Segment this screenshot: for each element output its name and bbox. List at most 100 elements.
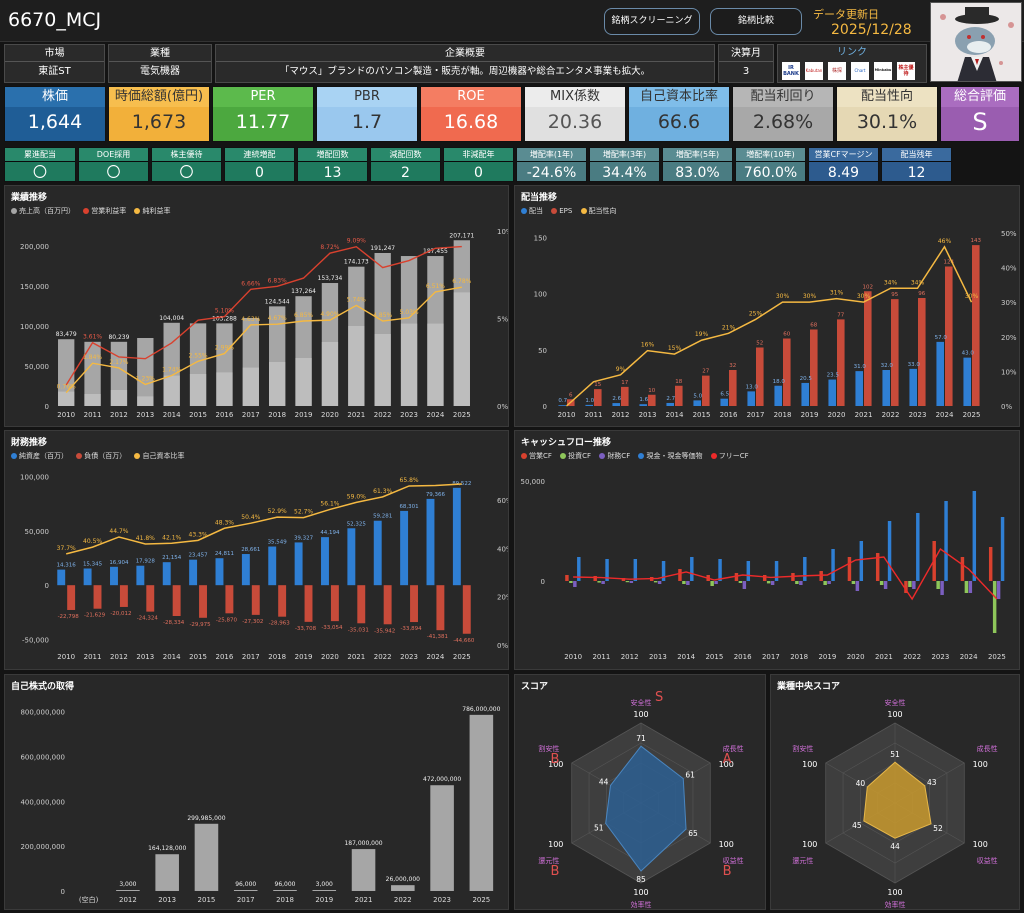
payout-data-label: 16% [641, 342, 655, 349]
link-kabutan-jp[interactable]: 株探 [828, 62, 846, 80]
operating-cf-bar [988, 547, 993, 581]
x-tick-label: 2025 [453, 653, 471, 661]
operating-cf-bar [875, 553, 880, 581]
metric-value: 2.68% [752, 111, 814, 133]
dividend-data-label: 2.7 [666, 396, 675, 402]
link-minkabu[interactable]: Minkabu [874, 62, 892, 80]
radar-value-label: 40 [856, 779, 866, 788]
net-margin-label: 5.03% [400, 309, 419, 316]
y-tick-label: 800,000,000 [20, 709, 65, 717]
x-tick-label: 2021 [355, 896, 373, 904]
link-yutai[interactable]: 株主優待 [897, 62, 915, 80]
profit-bar [348, 326, 365, 406]
eps-bar [972, 245, 980, 406]
operating-cf-bar [960, 557, 965, 581]
x-tick-label: 2012 [621, 653, 639, 661]
eps-data-label: 77 [837, 312, 844, 318]
performance-panel: 業績推移 売上高（百万円） 営業利益率 純利益率 0 50,000 100,000 1… [4, 185, 509, 427]
market-label: 市場 [5, 45, 104, 62]
x-tick-label: 2024 [427, 653, 445, 661]
payout-data-label: 25% [749, 310, 763, 317]
net-assets-bar [347, 528, 356, 586]
screening-button[interactable]: 銘柄スクリーニング [604, 8, 700, 35]
x-tick-label: 2015 [705, 653, 723, 661]
small-metric-value: 0 [255, 165, 264, 181]
radar-grade-label: S [655, 690, 663, 705]
x-tick-label: 2023 [400, 411, 418, 419]
x-tick-label: 2017 [762, 653, 780, 661]
dividend-data-label: 23.5 [827, 373, 840, 379]
financial-cf-bar [827, 581, 831, 584]
small-metric-label: DOE採用 [79, 148, 148, 162]
cash-bar [831, 549, 835, 581]
x-tick-label: 2016 [720, 411, 738, 419]
net-margin-label: 6.78% [452, 278, 471, 285]
radar-max-label: 100 [633, 710, 648, 719]
y-tick-label: 400,000,000 [20, 798, 65, 806]
y2-tick-label: 10% [1001, 368, 1017, 376]
x-tick-label: 2015 [189, 411, 207, 419]
net-assets-bar [321, 537, 329, 586]
cash-bar [803, 557, 807, 581]
cash-bar [690, 557, 694, 581]
buyback-data-label: 3,000 [119, 881, 136, 888]
investing-cf-bar [851, 581, 856, 584]
compare-button[interactable]: 銘柄比較 [710, 8, 802, 35]
net-margin-label: 2.99% [215, 345, 234, 352]
x-tick-label: 2025 [453, 411, 471, 419]
net-margin-label: 1.74% [162, 367, 181, 374]
x-tick-label: 2019 [295, 653, 313, 661]
net-assets-bar [294, 542, 303, 586]
y2-tick-label: 20% [1001, 334, 1017, 342]
net-assets-bar [110, 566, 118, 586]
link-irbank[interactable]: IR BANK [782, 62, 800, 80]
radar-value-label: 45 [852, 821, 862, 830]
y-tick-label: 0 [45, 403, 49, 411]
avatar-illustration [931, 3, 1021, 81]
x-tick-label: 2015 [693, 411, 711, 419]
metric-label: 時価総額(億円) [109, 87, 209, 107]
financial-cf-bar [770, 581, 775, 585]
profit-bar [216, 372, 233, 406]
equity-ratio-data-label: 42.1% [162, 534, 181, 541]
metric-value: 30.1% [856, 111, 918, 133]
legend-equity-ratio: 自己資本比率 [142, 452, 185, 460]
net-margin-label: 6.51% [426, 283, 445, 290]
small-metric-value: 2 [401, 165, 410, 181]
x-tick-label: 2019 [315, 896, 333, 904]
x-tick-label: 2016 [734, 653, 752, 661]
y-tick-label: 0 [61, 888, 65, 896]
small-metric-value: 8.49 [827, 165, 860, 181]
buyback-bar [469, 714, 494, 891]
link-chart-label: Chart [854, 68, 866, 73]
dividend-bar [936, 341, 944, 406]
net-margin-label: 4.90% [320, 311, 339, 318]
metric-value: S [972, 108, 988, 136]
x-tick-label: 2025 [963, 411, 981, 419]
metric-value: 20.36 [547, 111, 603, 133]
small-metric-label: 増配回数 [298, 148, 367, 162]
equity-ratio-data-label: 52.9% [268, 508, 287, 515]
eps-data-label: 6 [569, 392, 573, 398]
buyback-bar [430, 785, 454, 891]
eps-bar [594, 389, 602, 406]
eps-bar [810, 329, 818, 406]
x-tick-label: 2010 [57, 411, 75, 419]
cash-bar [972, 491, 977, 581]
liabilities-data-label: -35,942 [374, 628, 395, 634]
small-metric-label: 減配回数 [371, 148, 440, 162]
radar-max-label: 100 [719, 840, 734, 849]
radar-grade-label: B [723, 864, 732, 879]
link-kabutan[interactable]: Kabutan [805, 62, 823, 80]
y-tick-label: 200,000,000 [20, 843, 65, 851]
eps-data-label: 18 [675, 379, 682, 385]
investing-cf-bar [936, 581, 940, 589]
link-chart[interactable]: Chart [851, 62, 869, 80]
eps-bar [675, 385, 683, 406]
liabilities-data-label: -35,031 [348, 627, 369, 633]
metric-label: PER [213, 87, 313, 107]
investing-cf-bar [597, 581, 601, 583]
financial-cf-bar [940, 581, 944, 595]
liabilities-data-label: -20,012 [110, 611, 131, 617]
radar-max-label: 100 [548, 760, 563, 769]
